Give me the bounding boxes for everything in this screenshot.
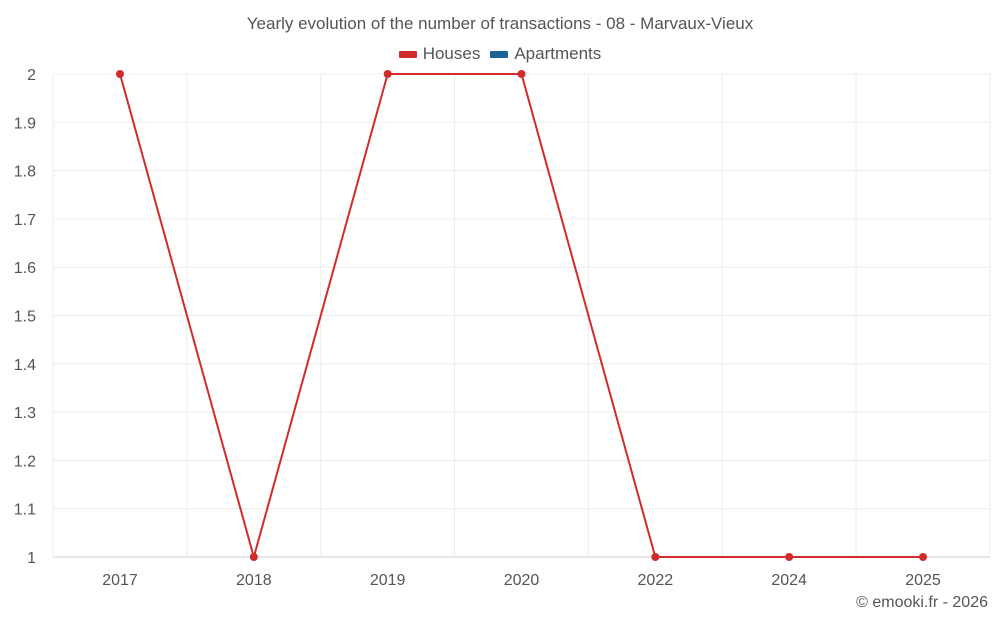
data-point-houses bbox=[116, 70, 124, 78]
y-tick-label: 1.5 bbox=[14, 309, 36, 326]
y-tick-label: 1.7 bbox=[14, 212, 36, 229]
x-tick-label: 2018 bbox=[236, 572, 272, 589]
legend-swatch-apartments bbox=[490, 50, 509, 58]
data-point-houses bbox=[651, 553, 660, 561]
y-tick-label: 1.9 bbox=[14, 115, 36, 132]
legend-item-apartments[interactable]: Apartments bbox=[490, 44, 601, 64]
y-tick-label: 1.2 bbox=[14, 453, 36, 470]
x-tick-label: 2022 bbox=[638, 572, 674, 589]
data-point-houses bbox=[785, 553, 794, 561]
y-tick-label: 1.6 bbox=[14, 260, 36, 277]
x-tick-label: 2017 bbox=[102, 572, 138, 589]
legend: Houses Apartments bbox=[0, 44, 1000, 64]
y-tick-label: 1 bbox=[27, 550, 36, 567]
x-tick-label: 2025 bbox=[905, 572, 941, 589]
credit-text: © emooki.fr - 2026 bbox=[856, 594, 988, 611]
legend-label-apartments: Apartments bbox=[514, 44, 602, 63]
y-tick-label: 1.3 bbox=[14, 405, 36, 422]
chart-title: Yearly evolution of the number of transa… bbox=[246, 14, 754, 33]
data-point-houses bbox=[919, 553, 927, 561]
x-tick-label: 2024 bbox=[771, 572, 807, 589]
data-point-houses bbox=[249, 553, 258, 561]
data-point-houses bbox=[383, 70, 392, 78]
y-tick-label: 2 bbox=[27, 67, 36, 84]
y-tick-label: 1.1 bbox=[14, 502, 36, 519]
y-tick-label: 1.4 bbox=[14, 357, 36, 374]
y-tick-label: 1.8 bbox=[14, 164, 36, 181]
legend-label-houses: Houses bbox=[422, 44, 481, 63]
x-tick-label: 2020 bbox=[504, 572, 540, 589]
legend-item-houses[interactable]: Houses bbox=[398, 44, 481, 64]
legend-swatch-houses bbox=[398, 50, 417, 58]
x-tick-label: 2019 bbox=[370, 572, 406, 589]
data-point-houses bbox=[517, 70, 526, 78]
